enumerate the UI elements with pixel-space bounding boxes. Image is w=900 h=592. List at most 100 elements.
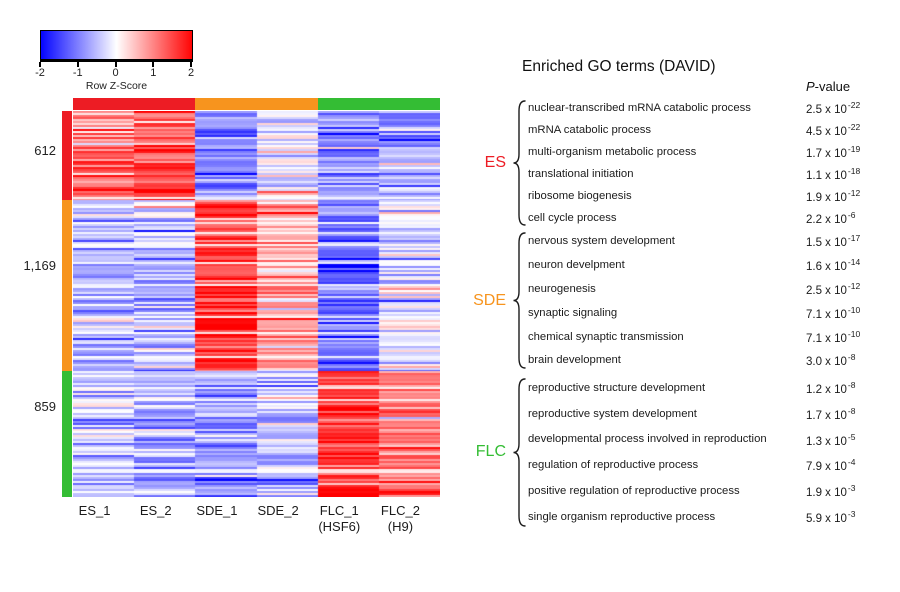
pvalue-base: 2.2 x 10 — [806, 213, 847, 226]
go-term-text: reproductive system development — [528, 407, 697, 420]
pvalue-base: 3.0 x 10 — [806, 356, 847, 369]
pvalue-base: 5.9 x 10 — [806, 512, 847, 525]
go-term-row: cell cycle process 2.2 x 10-6 — [528, 207, 880, 229]
pvalue-exponent: -8 — [847, 352, 856, 363]
go-term-pvalue: 1.9 x 10-12 — [806, 188, 860, 204]
column-label-text: SDE_2 — [257, 503, 299, 518]
go-term-pvalue: 7.1 x 10-10 — [806, 305, 860, 321]
go-group-brace-flc — [513, 378, 526, 527]
go-group-label-es: ES — [484, 154, 506, 171]
go-term-pvalue: 4.5 x 10-22 — [806, 122, 860, 138]
pvalue-header: P-value — [806, 79, 850, 94]
go-term-pvalue: 5.9 x 10-3 — [806, 509, 855, 525]
go-term-list-sde: nervous system development 1.5 x 10-17 neu… — [528, 229, 880, 372]
go-term-text: cell cycle process — [528, 212, 617, 224]
pvalue-base: 4.5 x 10 — [806, 125, 847, 138]
colorbar-tick-label: -2 — [35, 67, 45, 79]
column-label-flc_1: FLC_1 (HSF6) — [309, 503, 370, 535]
column-label-es_2: ES_2 — [125, 503, 186, 535]
go-term-pvalue: 7.9 x 10-4 — [806, 457, 855, 473]
pvalue-exponent: -3 — [847, 483, 856, 494]
go-group-label-sde: SDE — [473, 291, 506, 309]
pvalue-exponent: -22 — [847, 122, 861, 133]
pvalue-base: 1.9 x 10 — [806, 191, 847, 204]
go-term-row: developmental process involved in reprod… — [528, 427, 880, 453]
pvalue-exponent: -8 — [847, 379, 856, 390]
colorbar-tick — [152, 62, 155, 67]
heatmap-canvas — [73, 111, 440, 497]
row-group-segment-sde — [62, 200, 72, 372]
go-term-pvalue: 1.2 x 10-8 — [806, 380, 855, 396]
go-panel-title: Enriched GO terms (DAVID) — [522, 58, 716, 75]
colorbar-tick-label: 2 — [187, 67, 195, 79]
column-sublabel-text: (H9) — [387, 519, 414, 534]
go-term-text: translational initiation — [528, 168, 634, 180]
go-term-text: nervous system development — [528, 234, 675, 247]
column-label-text: ES_1 — [78, 503, 111, 518]
pvalue-base: 1.7 x 10 — [806, 409, 847, 422]
go-term-text: single organism reproductive process — [528, 510, 716, 523]
go-term-pvalue: 7.1 x 10-10 — [806, 329, 860, 345]
go-term-text: reproductive structure development — [528, 381, 706, 394]
colorbar-tick — [39, 62, 41, 67]
pvalue-exponent: -12 — [847, 280, 861, 291]
go-term-text: multi-organism metabolic process — [528, 146, 697, 158]
column-label-text: FLC_2 — [380, 503, 420, 518]
go-term-text: neurogenesis — [528, 282, 596, 295]
column-label-text: ES_2 — [139, 503, 172, 518]
go-group-brace-es — [513, 100, 526, 226]
column-sublabel-text: (HSF6) — [318, 519, 361, 534]
brace-path — [513, 378, 526, 527]
row-count-label-flc: 859 — [34, 399, 56, 414]
go-term-pvalue: 2.2 x 10-6 — [806, 210, 855, 226]
go-term-text: nuclear-transcribed mRNA catabolic proce… — [528, 102, 751, 114]
brace-path — [513, 232, 526, 369]
colorbar-gradient — [40, 30, 193, 60]
go-term-text: developmental process involved in reprod… — [528, 433, 767, 446]
pvalue-base: 1.5 x 10 — [806, 236, 847, 249]
go-term-pvalue: 2.5 x 10-22 — [806, 100, 860, 116]
go-term-row: positive regulation of reproductive proc… — [528, 478, 880, 504]
go-term-row: neurogenesis 2.5 x 10-12 — [528, 277, 880, 301]
pvalue-base: 7.9 x 10 — [806, 461, 847, 474]
colorbar-tick-label: -1 — [72, 67, 83, 79]
column-label-text: SDE_1 — [196, 503, 238, 518]
go-term-pvalue: 1.1 x 10-18 — [806, 166, 860, 182]
row-count-label-sde: 1,169 — [23, 258, 56, 273]
pvalue-exponent: -8 — [847, 405, 856, 416]
colorbar-tick-label: 0 — [112, 67, 119, 79]
column-group-segment-sde — [195, 98, 318, 110]
go-term-row: reproductive structure development 1.2 x … — [528, 375, 880, 401]
colorbar-tick-label: 1 — [150, 67, 157, 79]
pvalue-base: 1.9 x 10 — [806, 486, 847, 499]
go-term-text: regulation of reproductive process — [528, 459, 699, 472]
go-term-pvalue: 1.9 x 10-3 — [806, 483, 855, 499]
pvalue-exponent: -10 — [847, 304, 861, 315]
column-label-sde_2: SDE_2 — [248, 503, 309, 535]
go-term-pvalue: 1.6 x 10-14 — [806, 257, 860, 273]
pvalue-base: 7.1 x 10 — [806, 332, 847, 345]
go-term-pvalue: 1.7 x 10-8 — [806, 406, 855, 422]
pvalue-exponent: -17 — [847, 233, 861, 244]
column-group-bar — [73, 98, 440, 110]
go-term-text: ribosome biogenesis — [528, 190, 632, 202]
go-term-text: chemical synaptic transmission — [528, 330, 684, 343]
go-term-row: translational initiation 1.1 x 10-18 — [528, 163, 880, 185]
row-group-segment-flc — [62, 371, 72, 497]
row-group-segment-es — [62, 111, 72, 201]
pvalue-exponent: -5 — [847, 431, 856, 442]
column-label-text: FLC_1 — [319, 503, 359, 518]
pvalue-base: 1.3 x 10 — [806, 435, 847, 448]
go-term-text: neuron develpment — [528, 258, 625, 271]
pvalue-header-p: P — [806, 79, 815, 94]
go-term-row: multi-organism metabolic process 1.7 x 10… — [528, 141, 880, 163]
go-term-list-es: nuclear-transcribed mRNA catabolic proce… — [528, 97, 880, 229]
go-term-text: positive regulation of reproductive proc… — [528, 485, 740, 498]
go-term-text: mRNA catabolic process — [528, 124, 652, 136]
go-term-row: neuron develpment 1.6 x 10-14 — [528, 253, 880, 277]
go-term-row: reproductive system development 1.7 x 10-… — [528, 401, 880, 427]
pvalue-exponent: -14 — [847, 256, 861, 267]
colorbar-tick — [76, 62, 79, 67]
go-term-pvalue: 2.5 x 10-12 — [806, 281, 860, 297]
